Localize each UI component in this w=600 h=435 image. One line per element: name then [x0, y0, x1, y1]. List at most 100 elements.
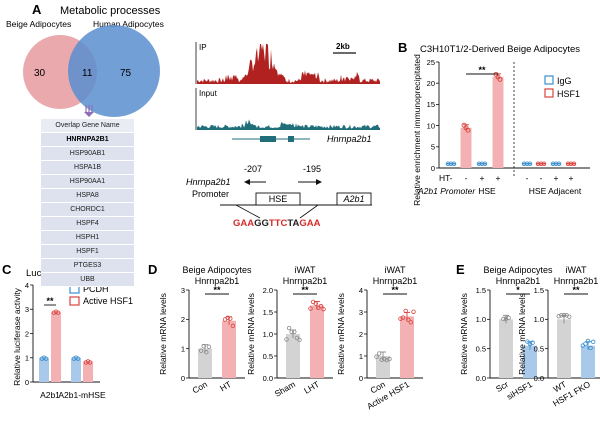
gene-name-cell: HSP90AA1 [41, 174, 134, 189]
data-point [318, 303, 324, 309]
data-point [379, 357, 384, 362]
ip-track-label: IP [199, 43, 207, 52]
chart-subtitle: Hnrnpa2b1 [554, 276, 599, 286]
sig-label: ** [301, 285, 309, 295]
table-row: PTGES3 [41, 258, 134, 273]
chart-title: iWAT [385, 265, 406, 275]
sig-label: * [516, 285, 520, 295]
x-category-label: A2b1 [40, 390, 60, 400]
ht-sign: - [540, 173, 543, 183]
data-point [535, 161, 541, 166]
legend-hsf1-label: HSF1 [557, 89, 580, 99]
data-point [476, 161, 482, 166]
gene-name-cell: UBB [41, 272, 134, 287]
legend-active-hsf1-label: Active HSF1 [83, 296, 133, 306]
legend-hsf1-swatch [544, 88, 554, 98]
data-point [225, 315, 230, 320]
promoter-gene-label: Hnrnpa2b1 [186, 177, 231, 187]
y-axis-label: Relative mRNA levels [517, 293, 527, 375]
panel-c-letter: C [2, 262, 12, 277]
panel-b-ylabel: Relative enrichment immunoprecipitated [412, 54, 422, 206]
overlap-arrow-icon [84, 105, 94, 117]
table-row: HSPF1 [41, 244, 134, 259]
y-axis-label: Relative mRNA levels [158, 293, 168, 375]
data-point [541, 161, 547, 166]
data-point [583, 341, 588, 347]
data-point [503, 316, 509, 321]
data-point [527, 161, 533, 166]
data-point [400, 315, 406, 320]
seq-part-4: TA [287, 218, 299, 229]
data-point [501, 316, 506, 322]
y-tick-label: 4 [359, 286, 363, 295]
data-point [530, 340, 535, 345]
gene-name-cell: HSPF4 [41, 216, 134, 231]
y-tick-label: 0 [431, 164, 435, 173]
seq-part-3: TTC [269, 218, 288, 229]
data-point [297, 337, 302, 343]
y-tick-label: 1.0 [534, 315, 544, 324]
x-category-label: Con [190, 379, 209, 396]
data-point [465, 127, 471, 133]
ht-sign: - [465, 173, 468, 183]
venn-left-only-count: 30 [34, 68, 46, 79]
data-point [201, 344, 206, 349]
y-tick-label: 25 [427, 58, 435, 67]
data-point [588, 345, 593, 351]
y-tick-label: 20 [427, 79, 435, 88]
position-207-label: -207 [244, 164, 262, 174]
y-tick-label: 0.5 [263, 352, 273, 361]
seq-part-2: GG [254, 218, 269, 229]
data-point [87, 360, 93, 365]
y-tick-label: 4 [25, 281, 29, 290]
table-row: UBB [41, 272, 134, 287]
data-point [284, 337, 289, 342]
data-point [559, 313, 564, 318]
table-header-cell: Overlap Gene Name [41, 119, 134, 133]
sig-label: ** [572, 285, 580, 295]
data-point [228, 316, 233, 321]
bar [492, 76, 504, 168]
gene-name-cell: HSPA8 [41, 188, 134, 203]
ht-sign: + [569, 173, 574, 183]
ht-sign: + [496, 173, 501, 183]
bar [310, 305, 324, 378]
y-tick-label: 1 [25, 354, 29, 363]
data-point [479, 161, 485, 166]
y-tick-label: 1 [359, 352, 363, 361]
data-point [591, 339, 596, 345]
y-tick-label: 1.5 [534, 286, 544, 295]
y-tick-label: 10 [427, 121, 435, 130]
panel-c-legend: PCDH Active HSF1 [69, 284, 133, 306]
chart-subtitle: Hnrnpa2b1 [496, 276, 541, 286]
panel-b-group-adjacent: HSE Adjacent [529, 186, 582, 196]
scale-bar-label: 2kb [336, 42, 350, 51]
bar [499, 319, 513, 378]
panel-b-ht-signs: - - + + - - + + [450, 173, 574, 183]
panel-b-promoter-label: A2b1 Promoter [417, 186, 476, 196]
bar [198, 348, 212, 378]
data-point [561, 312, 567, 318]
data-point [198, 348, 204, 353]
data-point [382, 356, 387, 362]
bar [400, 316, 414, 378]
chart-subtitle: Hnrnpa2b1 [195, 276, 240, 286]
scale-bar: 2kb [333, 42, 356, 54]
y-tick-label: 3 [181, 286, 185, 295]
data-point [565, 161, 571, 166]
data-point [411, 309, 416, 314]
seq-part-1: GAA [233, 218, 254, 229]
y-tick-label: 2 [359, 330, 363, 339]
data-point [206, 344, 212, 349]
legend-igg-label: IgG [557, 76, 572, 86]
y-tick-label: 3 [359, 308, 363, 317]
gene-model-label: Hnrnpa2b1 [327, 134, 372, 144]
data-point [538, 161, 544, 166]
panel-d-letter: D [148, 262, 157, 277]
overlap-gene-table-body: Overlap Gene Name HNRNPA2B1 HSP90AB1 HSPA1… [41, 119, 134, 287]
x-category-label: HT [218, 379, 233, 393]
sig-label: ** [391, 285, 399, 295]
x-category-label: siHSF1 [505, 379, 534, 402]
